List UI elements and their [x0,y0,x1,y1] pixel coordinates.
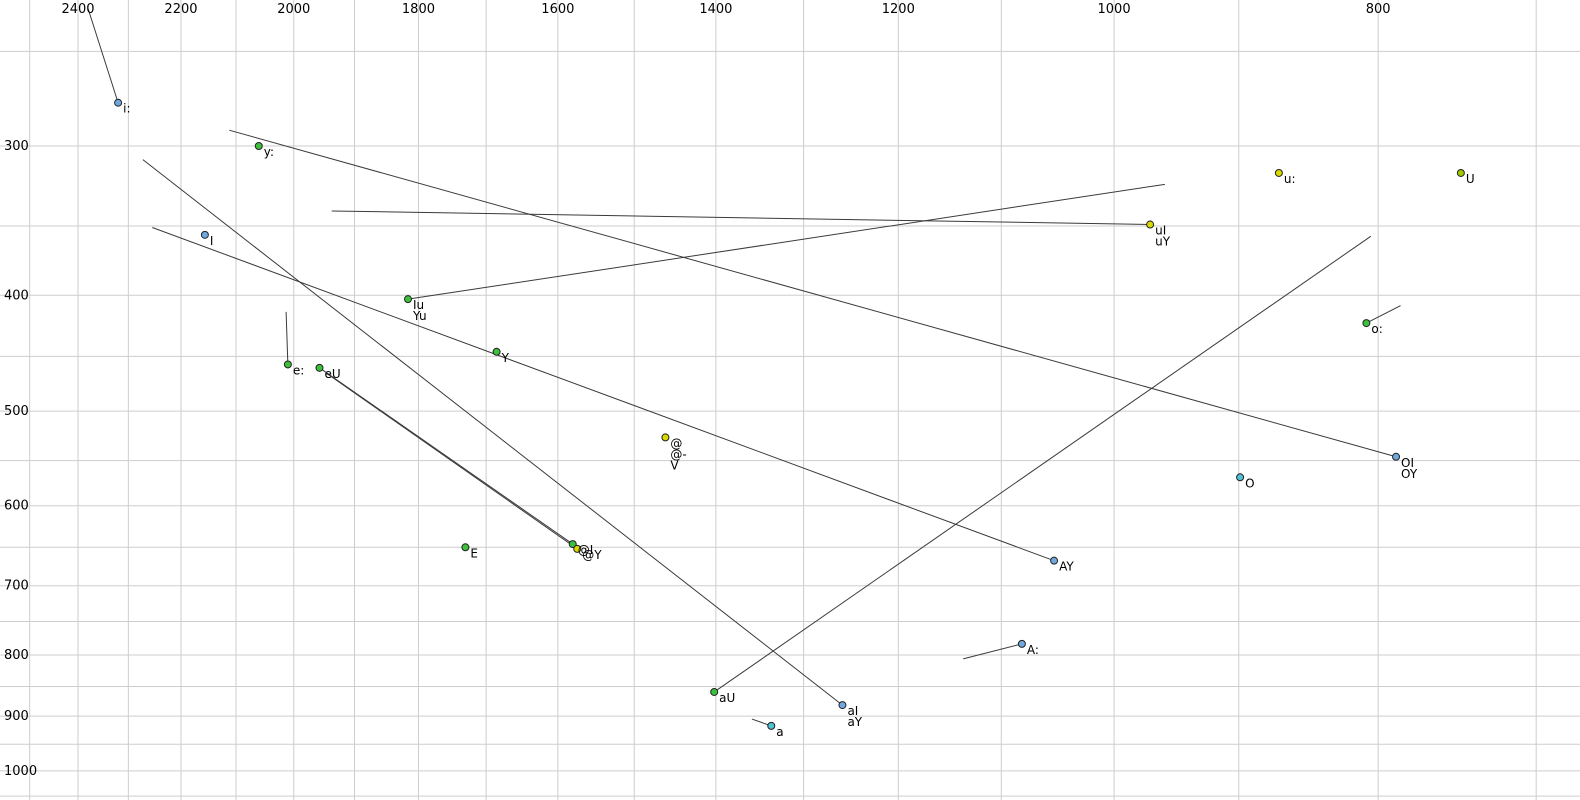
vowel-point [461,543,470,552]
vowel-label: @I [578,543,594,557]
trajectory-line [963,643,1023,660]
trajectory-line [326,373,578,550]
vowel-point [568,540,577,549]
x-tick-label: 1600 [541,2,574,17]
vowel-label: E [470,546,478,560]
trajectory-line [152,227,1055,562]
trajectory-line [87,7,119,103]
trajectory-line [142,159,843,706]
vowel-label: e: [293,363,304,377]
vowel-label: uY [1155,235,1171,249]
y-tick-label: 900 [4,709,29,724]
vowel-label: OI [1401,456,1414,470]
vowel-point [1456,168,1465,177]
vowel-label: aI [847,704,858,718]
x-tick-label: 1400 [699,2,732,17]
trajectory-line [229,129,1397,458]
vowel-label: Yu [412,309,427,323]
vowel-point [403,295,412,304]
vowel-point [710,687,719,696]
vowel-point [1362,319,1371,328]
y-tick-label: 300 [4,139,29,154]
vowel-label: A: [1027,643,1039,657]
vowel-point [767,721,776,730]
trajectory-line [713,235,1372,693]
vowel-label: eU [324,367,340,381]
vowel-label: o: [1371,322,1382,336]
vowel-label: AY [1059,560,1074,574]
y-tick-label: 400 [4,288,29,303]
x-tick-label: 2400 [61,2,94,17]
vowel-point [283,360,292,369]
trajectory-line [1366,305,1401,324]
vowel-label: u: [1284,172,1296,186]
vowel-point [1146,220,1155,229]
vowel-point [492,347,501,356]
x-tick-label: 1200 [882,2,915,17]
vowel-label: @ [670,436,682,450]
x-tick-label: 1000 [1098,2,1131,17]
vowel-label: I [210,234,214,248]
vowel-label: @Y [582,548,602,562]
vowel-label: aY [847,715,862,729]
trajectory-line [407,183,1165,300]
vowel-point [1392,452,1401,461]
x-tick-label: 2200 [164,2,197,17]
y-tick-label: 500 [4,404,29,419]
vowel-label: i: [123,102,130,116]
vowel-point [254,142,263,150]
x-tick-label: 800 [1366,2,1391,17]
vowel-label: V [670,458,679,472]
x-tick-label: 1800 [402,2,435,17]
y-tick-label: 600 [4,499,29,514]
y-tick-label: 700 [4,579,29,594]
vowel-point [200,230,209,239]
vowel-label: Iu [413,298,424,312]
vowel-point [661,433,670,442]
vowel-point [1050,556,1059,565]
vowel-point [114,98,123,107]
vowel-label: Y [501,351,510,365]
vowel-point [1274,168,1283,177]
vowel-point [573,544,582,553]
x-tick-label: 2000 [277,2,310,17]
vowel-label: U [1466,172,1475,186]
vowel-label: OY [1401,467,1418,481]
vowel-point [1236,473,1245,482]
y-tick-label: 800 [4,648,29,663]
vowel-label: y: [264,145,274,159]
vowel-point [315,363,324,372]
trajectory-line [331,210,1151,226]
vowel-point [838,701,847,710]
trajectory-line [319,367,574,545]
y-tick-label: 1000 [4,764,37,779]
trajectory-line [285,311,289,365]
vowel-label: a [776,725,783,739]
vowel-point [1017,639,1026,648]
vowel-label: aU [719,691,735,705]
vowel-label: @- [670,447,686,461]
vowel-label: O [1245,476,1254,490]
vowel-label: uI [1155,224,1166,238]
